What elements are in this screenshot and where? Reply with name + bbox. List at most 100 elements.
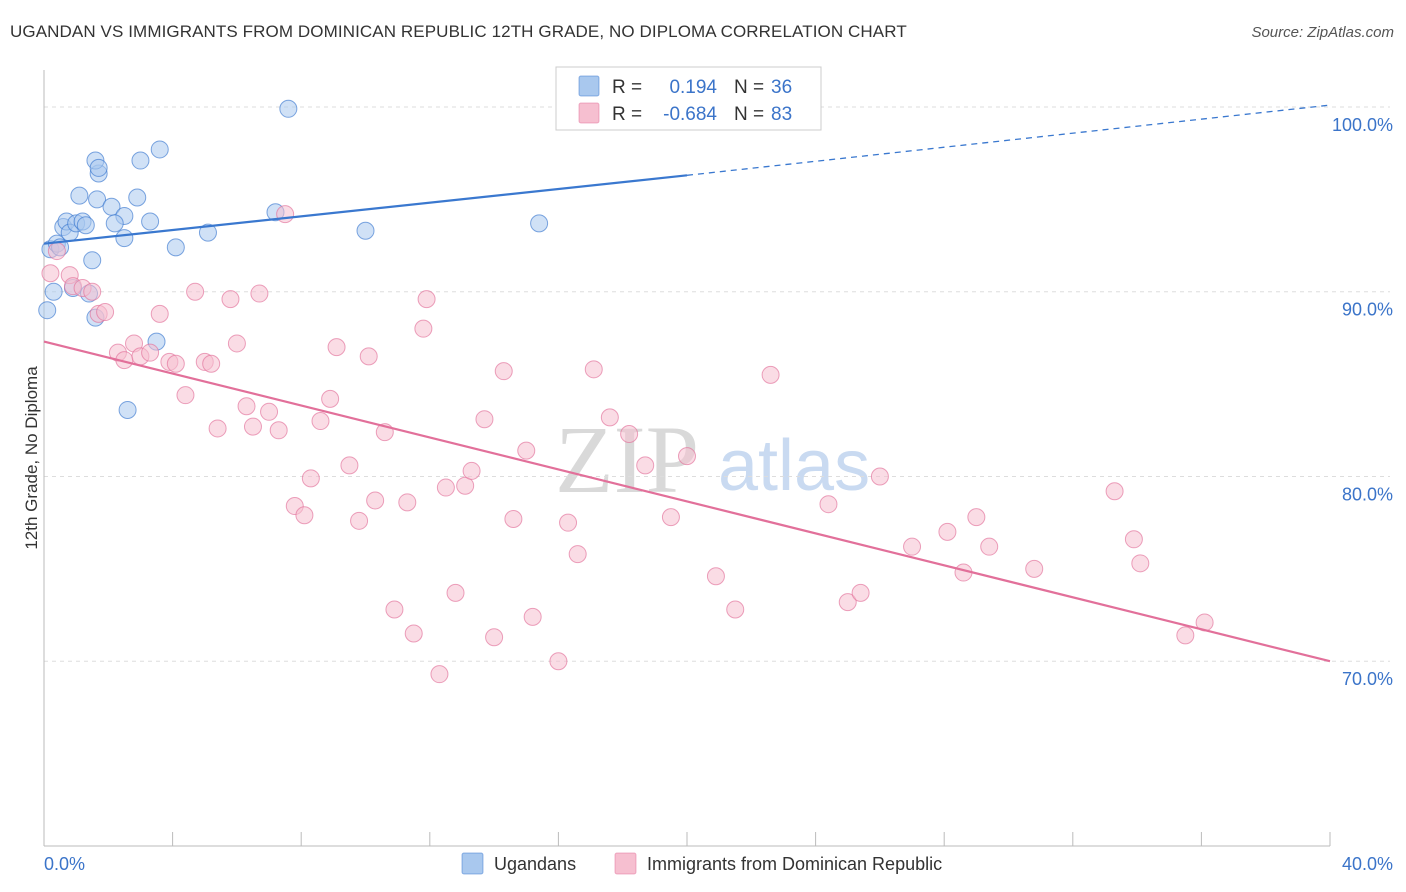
data-point-dominican (150, 304, 169, 323)
data-point-dominican (141, 343, 160, 362)
data-point-dominican (221, 290, 240, 309)
data-point-dominican (1124, 530, 1143, 549)
data-points (38, 99, 1214, 684)
legend-n-label-blue: N = (734, 77, 764, 98)
data-point-ugandans (131, 151, 150, 170)
trend-line-ugandans (43, 174, 688, 245)
data-point-dominican (462, 461, 481, 480)
data-point-dominican (350, 511, 369, 530)
data-point-dominican (327, 338, 346, 357)
data-point-dominican (311, 412, 330, 431)
data-point-dominican (96, 303, 115, 322)
legend-r-label-blue: R = (612, 77, 642, 98)
y-tick-label: 90.0% (1342, 300, 1393, 320)
data-point-dominican (166, 354, 185, 373)
legend-r-label-pink: R = (612, 104, 642, 125)
data-point-ugandans (118, 400, 137, 419)
legend-frame (555, 66, 822, 131)
data-point-dominican (851, 583, 870, 602)
data-point-dominican (385, 600, 404, 619)
legend-n-label-pink: N = (734, 104, 764, 125)
legend-label-dominican: Immigrants from Dominican Republic (647, 854, 942, 874)
data-point-dominican (227, 334, 246, 353)
data-point-ugandans (105, 214, 124, 233)
data-point-dominican (404, 624, 423, 643)
y-tick-label: 80.0% (1342, 484, 1393, 504)
data-point-ugandans (356, 221, 375, 240)
legend-swatch-blue (578, 75, 600, 97)
data-point-dominican (269, 421, 288, 440)
y-axis-title: 12th Grade, No Diploma (22, 366, 41, 550)
data-point-dominican (243, 417, 262, 436)
legend-n-value-pink: 83 (771, 104, 792, 125)
data-point-dominican (1131, 554, 1150, 573)
trend-line-extension-ugandans (686, 104, 1331, 176)
data-point-ugandans (150, 140, 169, 159)
watermark-zip: ZIP (555, 406, 699, 513)
data-point-ugandans (38, 301, 57, 320)
data-point-dominican (202, 354, 221, 373)
x-tick-labels: 0.0% 40.0% (44, 854, 1393, 874)
correlation-legend: R = 0.194 N = 36 R = -0.684 N = 83 (555, 66, 822, 131)
legend-swatch-pink (578, 102, 600, 124)
data-point-dominican (903, 537, 922, 556)
data-point-dominican (549, 652, 568, 671)
data-point-dominican (967, 508, 986, 527)
data-point-dominican (1176, 626, 1195, 645)
data-point-dominican (559, 513, 578, 532)
data-point-dominican (446, 583, 465, 602)
legend-label-ugandans: Ugandans (494, 854, 576, 874)
data-point-ugandans (70, 186, 89, 205)
data-point-dominican (568, 545, 587, 564)
data-point-dominican (523, 607, 542, 626)
data-point-dominican (414, 319, 433, 338)
data-point-dominican (436, 478, 455, 497)
data-point-dominican (494, 362, 513, 381)
data-point-dominican (176, 386, 195, 405)
data-point-ugandans (279, 99, 298, 118)
data-point-dominican (237, 397, 256, 416)
data-point-ugandans (166, 238, 185, 257)
data-point-dominican (359, 347, 378, 366)
legend-swatch-dominican (614, 852, 637, 875)
data-point-ugandans (530, 214, 549, 233)
watermark-atlas: atlas (718, 426, 870, 506)
trend-line-dominican (43, 340, 1331, 663)
data-point-dominican (620, 424, 639, 443)
data-point-dominican (485, 628, 504, 647)
y-tick-label: 70.0% (1342, 669, 1393, 689)
y-tick-label: 100.0% (1332, 115, 1393, 135)
data-point-dominican (398, 493, 417, 512)
data-point-dominican (340, 456, 359, 475)
data-point-dominican (430, 665, 449, 684)
data-point-dominican (938, 522, 957, 541)
data-point-dominican (838, 593, 857, 612)
data-point-dominican (366, 491, 385, 510)
data-point-dominican (260, 402, 279, 421)
data-point-dominican (726, 600, 745, 619)
data-point-dominican (761, 365, 780, 384)
data-point-ugandans (141, 212, 160, 231)
data-point-dominican (301, 469, 320, 488)
data-point-dominican (584, 360, 603, 379)
data-point-dominican (706, 567, 725, 586)
data-point-ugandans (83, 251, 102, 270)
source-label: Source: ZipAtlas.com (1251, 24, 1394, 41)
data-point-dominican (417, 290, 436, 309)
data-point-ugandans (115, 229, 134, 248)
data-point-ugandans (198, 223, 217, 242)
data-point-dominican (1105, 482, 1124, 501)
data-point-ugandans (128, 188, 147, 207)
data-point-dominican (600, 408, 619, 427)
data-point-dominican (47, 242, 66, 261)
data-point-ugandans (89, 158, 108, 177)
legend-r-value-blue: 0.194 (669, 77, 717, 98)
data-point-dominican (980, 537, 999, 556)
data-point-dominican (276, 205, 295, 224)
data-point-ugandans (76, 216, 95, 235)
data-point-dominican (678, 447, 696, 466)
data-point-dominican (186, 282, 205, 301)
x-tick-label: 40.0% (1342, 854, 1393, 874)
series-legend: Ugandans Immigrants from Dominican Repub… (461, 852, 942, 875)
